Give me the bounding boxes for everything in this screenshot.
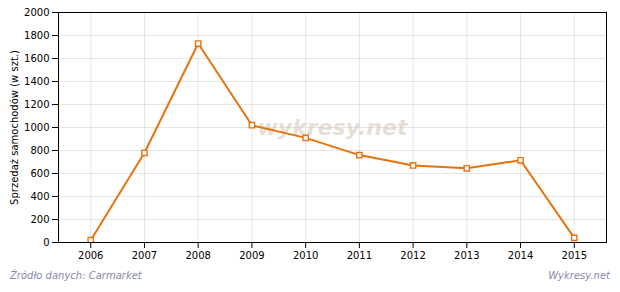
svg-text:2011: 2011 xyxy=(347,250,372,261)
svg-text:2010: 2010 xyxy=(293,250,318,261)
svg-text:600: 600 xyxy=(30,168,49,179)
svg-text:800: 800 xyxy=(30,145,49,156)
svg-text:1000: 1000 xyxy=(24,122,49,133)
svg-text:1200: 1200 xyxy=(24,99,49,110)
html-text:Wykresy.net: Wykresy.net xyxy=(548,270,610,281)
svg-text:1800: 1800 xyxy=(24,30,49,41)
svg-text:200: 200 xyxy=(30,214,49,225)
html-text:Źródło danych: Carmarket: Źródło danych: Carmarket xyxy=(10,270,142,281)
svg-text:2014: 2014 xyxy=(508,250,533,261)
svg-text:1600: 1600 xyxy=(24,53,49,64)
svg-text:400: 400 xyxy=(30,191,49,202)
svg-text:2006: 2006 xyxy=(78,250,103,261)
svg-text:2009: 2009 xyxy=(239,250,264,261)
svg-text:2008: 2008 xyxy=(185,250,210,261)
svg-text:2000: 2000 xyxy=(24,7,49,18)
svg-text:2012: 2012 xyxy=(400,250,425,261)
svg-text:1400: 1400 xyxy=(24,76,49,87)
svg-text:2013: 2013 xyxy=(454,250,479,261)
svg-text:Sprzedaż samochodów (w szt.): Sprzedaż samochodów (w szt.) xyxy=(9,50,20,205)
svg-text:0: 0 xyxy=(43,237,49,248)
svg-text:wykresy.net: wykresy.net xyxy=(258,115,409,140)
svg-text:2015: 2015 xyxy=(562,250,587,261)
svg-text:2007: 2007 xyxy=(132,250,157,261)
